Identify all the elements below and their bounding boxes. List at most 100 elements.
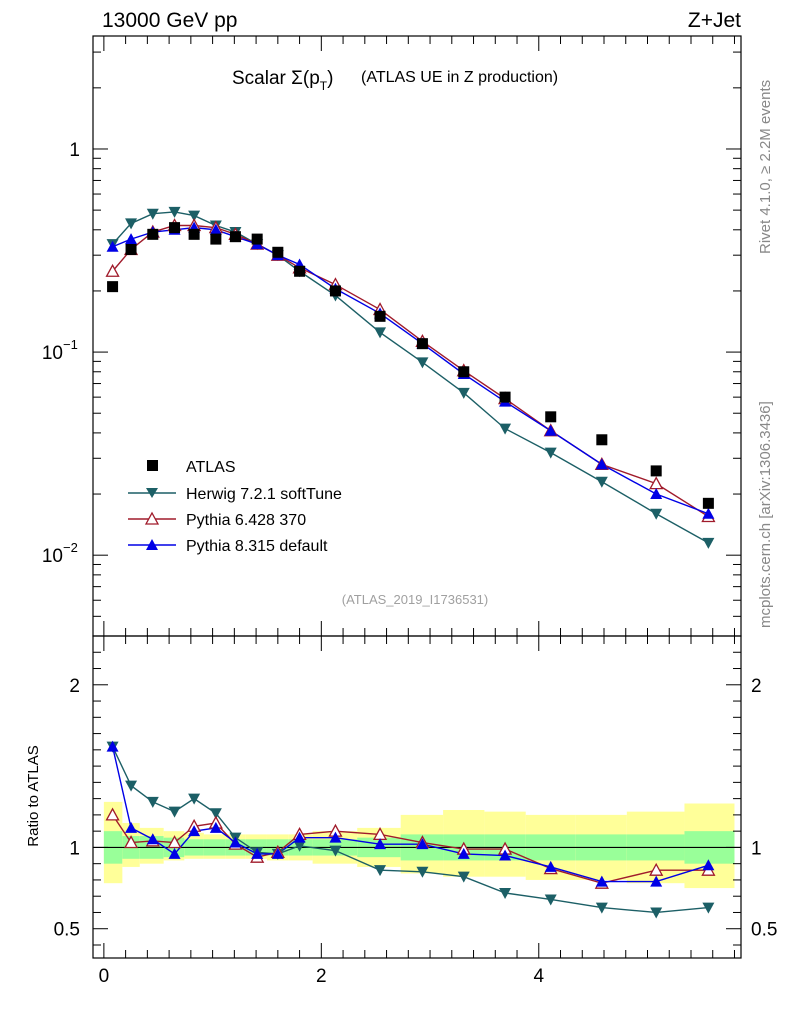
data-point-main-atlas xyxy=(272,246,284,258)
x-tick-label: 4 xyxy=(533,966,544,987)
data-point-ratio-pythia-8-315-default xyxy=(293,831,306,843)
data-point-main-herwig-7-2-1-softtune xyxy=(168,206,181,218)
data-point-ratio-herwig-7-2-1-softtune xyxy=(544,894,557,906)
ratio-axis-label: Ratio to ATLAS xyxy=(25,745,42,846)
data-point-main-atlas xyxy=(374,310,386,322)
data-point-ratio-herwig-7-2-1-softtune xyxy=(209,808,222,820)
legend-pythia8-marker xyxy=(146,539,158,550)
data-point-ratio-pythia-8-315-default xyxy=(544,860,557,872)
x-tick-label: 2 xyxy=(316,966,327,987)
data-point-main-atlas xyxy=(545,411,557,423)
legend-herwig-marker xyxy=(146,488,158,498)
ratio-plot-border xyxy=(92,635,742,959)
data-point-main-herwig-7-2-1-softtune xyxy=(188,210,201,222)
data-point-main-herwig-7-2-1-softtune xyxy=(595,476,608,488)
data-point-ratio-herwig-7-2-1-softtune xyxy=(416,866,429,878)
main-y-tick-label: 1 xyxy=(69,140,80,161)
data-point-main-herwig-7-2-1-softtune xyxy=(499,423,512,435)
series-lines xyxy=(111,211,709,914)
data-point-ratio-pythia-8-315-default xyxy=(146,833,159,845)
data-point-ratio-pythia-8-315-default xyxy=(125,821,138,833)
data-point-main-atlas xyxy=(125,243,137,255)
main-y-tick-label: 10 xyxy=(42,343,63,364)
ratio-y-tick-label-right: 0.5 xyxy=(751,920,777,941)
main-plot-frame: 110−110−2 xyxy=(42,35,742,637)
x-tick-label: 0 xyxy=(99,966,110,987)
data-point-ratio-pythia-8-315-default xyxy=(374,838,387,850)
ratio-uncertainty-bands xyxy=(93,801,741,889)
ratio-y-tick-label: 1 xyxy=(69,838,80,859)
data-point-ratio-pythia-8-315-default xyxy=(106,740,119,752)
data-point-main-atlas xyxy=(188,228,200,240)
data-point-main-pythia-8-315-default xyxy=(650,488,663,500)
data-point-ratio-pythia-8-315-default xyxy=(595,875,608,887)
main-y-tick-exponent: −1 xyxy=(63,337,78,352)
legend: ATLAS Herwig 7.2.1 softTune Pythia 6.428… xyxy=(128,459,342,555)
data-point-ratio-herwig-7-2-1-softtune xyxy=(457,871,470,883)
data-point-ratio-pythia-8-315-default xyxy=(702,859,715,871)
data-point-main-atlas xyxy=(169,222,181,234)
ratio-y-tick-label-right: 2 xyxy=(751,676,762,697)
data-point-ratio-herwig-7-2-1-softtune xyxy=(374,865,387,877)
data-point-main-atlas xyxy=(210,233,222,245)
data-point-main-herwig-7-2-1-softtune xyxy=(374,327,387,339)
data-point-ratio-pythia-8-315-default xyxy=(229,836,242,848)
data-point-main-atlas xyxy=(458,366,470,378)
chart-title-close: ) xyxy=(327,68,333,89)
data-point-ratio-pythia-6-428-370 xyxy=(167,835,182,849)
data-point-main-herwig-7-2-1-softtune xyxy=(146,208,159,220)
data-point-main-atlas xyxy=(596,434,608,446)
data-point-main-atlas xyxy=(650,465,662,477)
data-point-main-pythia-8-315-default xyxy=(702,507,715,519)
data-point-main-atlas xyxy=(702,497,714,509)
ratio-y-tick-label: 2 xyxy=(69,676,80,697)
data-point-main-herwig-7-2-1-softtune xyxy=(544,447,557,459)
data-point-main-pythia-8-315-default xyxy=(595,458,608,470)
data-point-main-pythia-8-315-default xyxy=(544,424,557,436)
legend-atlas-marker xyxy=(147,460,158,471)
data-point-main-atlas xyxy=(107,281,119,293)
chart-title: Scalar Σ(pT) xyxy=(232,68,333,93)
data-point-ratio-herwig-7-2-1-softtune xyxy=(499,887,512,899)
data-point-main-herwig-7-2-1-softtune xyxy=(416,357,429,369)
process-label: Z+Jet xyxy=(688,9,741,32)
collision-energy-label: 13000 GeV pp xyxy=(102,9,237,32)
data-point-ratio-pythia-8-315-default xyxy=(271,847,284,859)
legend-item-pythia6: Pythia 6.428 370 xyxy=(128,511,306,529)
data-point-ratio-pythia-8-315-default xyxy=(457,847,470,859)
analysis-id-label: (ATLAS_2019_I1736531) xyxy=(342,592,488,607)
data-point-main-pythia-6-428-370 xyxy=(649,476,664,490)
data-point-ratio-herwig-7-2-1-softtune xyxy=(595,902,608,914)
chart-title-main: Scalar Σ(p xyxy=(232,68,320,89)
legend-pythia8-label: Pythia 8.315 default xyxy=(186,538,328,555)
data-point-ratio-herwig-7-2-1-softtune xyxy=(329,845,342,857)
data-point-main-atlas xyxy=(294,265,306,277)
ratio-plot-frame: 0 2 4 0.5 0.5 1 1 2 2 xyxy=(54,635,777,987)
data-point-main-herwig-7-2-1-softtune xyxy=(125,218,138,230)
series-markers xyxy=(105,206,716,919)
data-point-main-atlas xyxy=(229,231,241,243)
ratio-y-tick-label: 0.5 xyxy=(54,920,80,941)
data-point-ratio-pythia-6-428-370 xyxy=(649,862,664,876)
data-point-main-atlas xyxy=(329,285,341,297)
data-point-ratio-herwig-7-2-1-softtune xyxy=(293,840,306,852)
data-point-main-herwig-7-2-1-softtune xyxy=(702,537,715,549)
data-point-main-pythia-8-315-default xyxy=(125,233,138,245)
main-y-tick-label: 10 xyxy=(42,546,63,567)
legend-atlas-label: ATLAS xyxy=(186,459,236,476)
chart-subtitle: (ATLAS UE in Z production) xyxy=(361,69,558,86)
data-point-main-atlas xyxy=(416,338,428,350)
data-point-ratio-herwig-7-2-1-softtune xyxy=(702,902,715,914)
data-point-main-atlas xyxy=(499,391,511,403)
data-point-main-pythia-8-315-default xyxy=(106,240,119,252)
data-point-ratio-herwig-7-2-1-softtune xyxy=(146,796,159,808)
data-point-ratio-pythia-8-315-default xyxy=(499,849,512,861)
data-point-ratio-herwig-7-2-1-softtune xyxy=(188,793,201,805)
ratio-y-tick-label-right: 1 xyxy=(751,838,762,859)
data-point-main-pythia-8-315-default xyxy=(209,223,222,235)
data-point-main-atlas xyxy=(251,233,263,245)
data-point-ratio-pythia-6-428-370 xyxy=(123,835,139,849)
legend-item-herwig: Herwig 7.2.1 softTune xyxy=(128,486,342,503)
mcplots-label: mcplots.cern.ch [arXiv:1306.3436] xyxy=(757,401,774,628)
